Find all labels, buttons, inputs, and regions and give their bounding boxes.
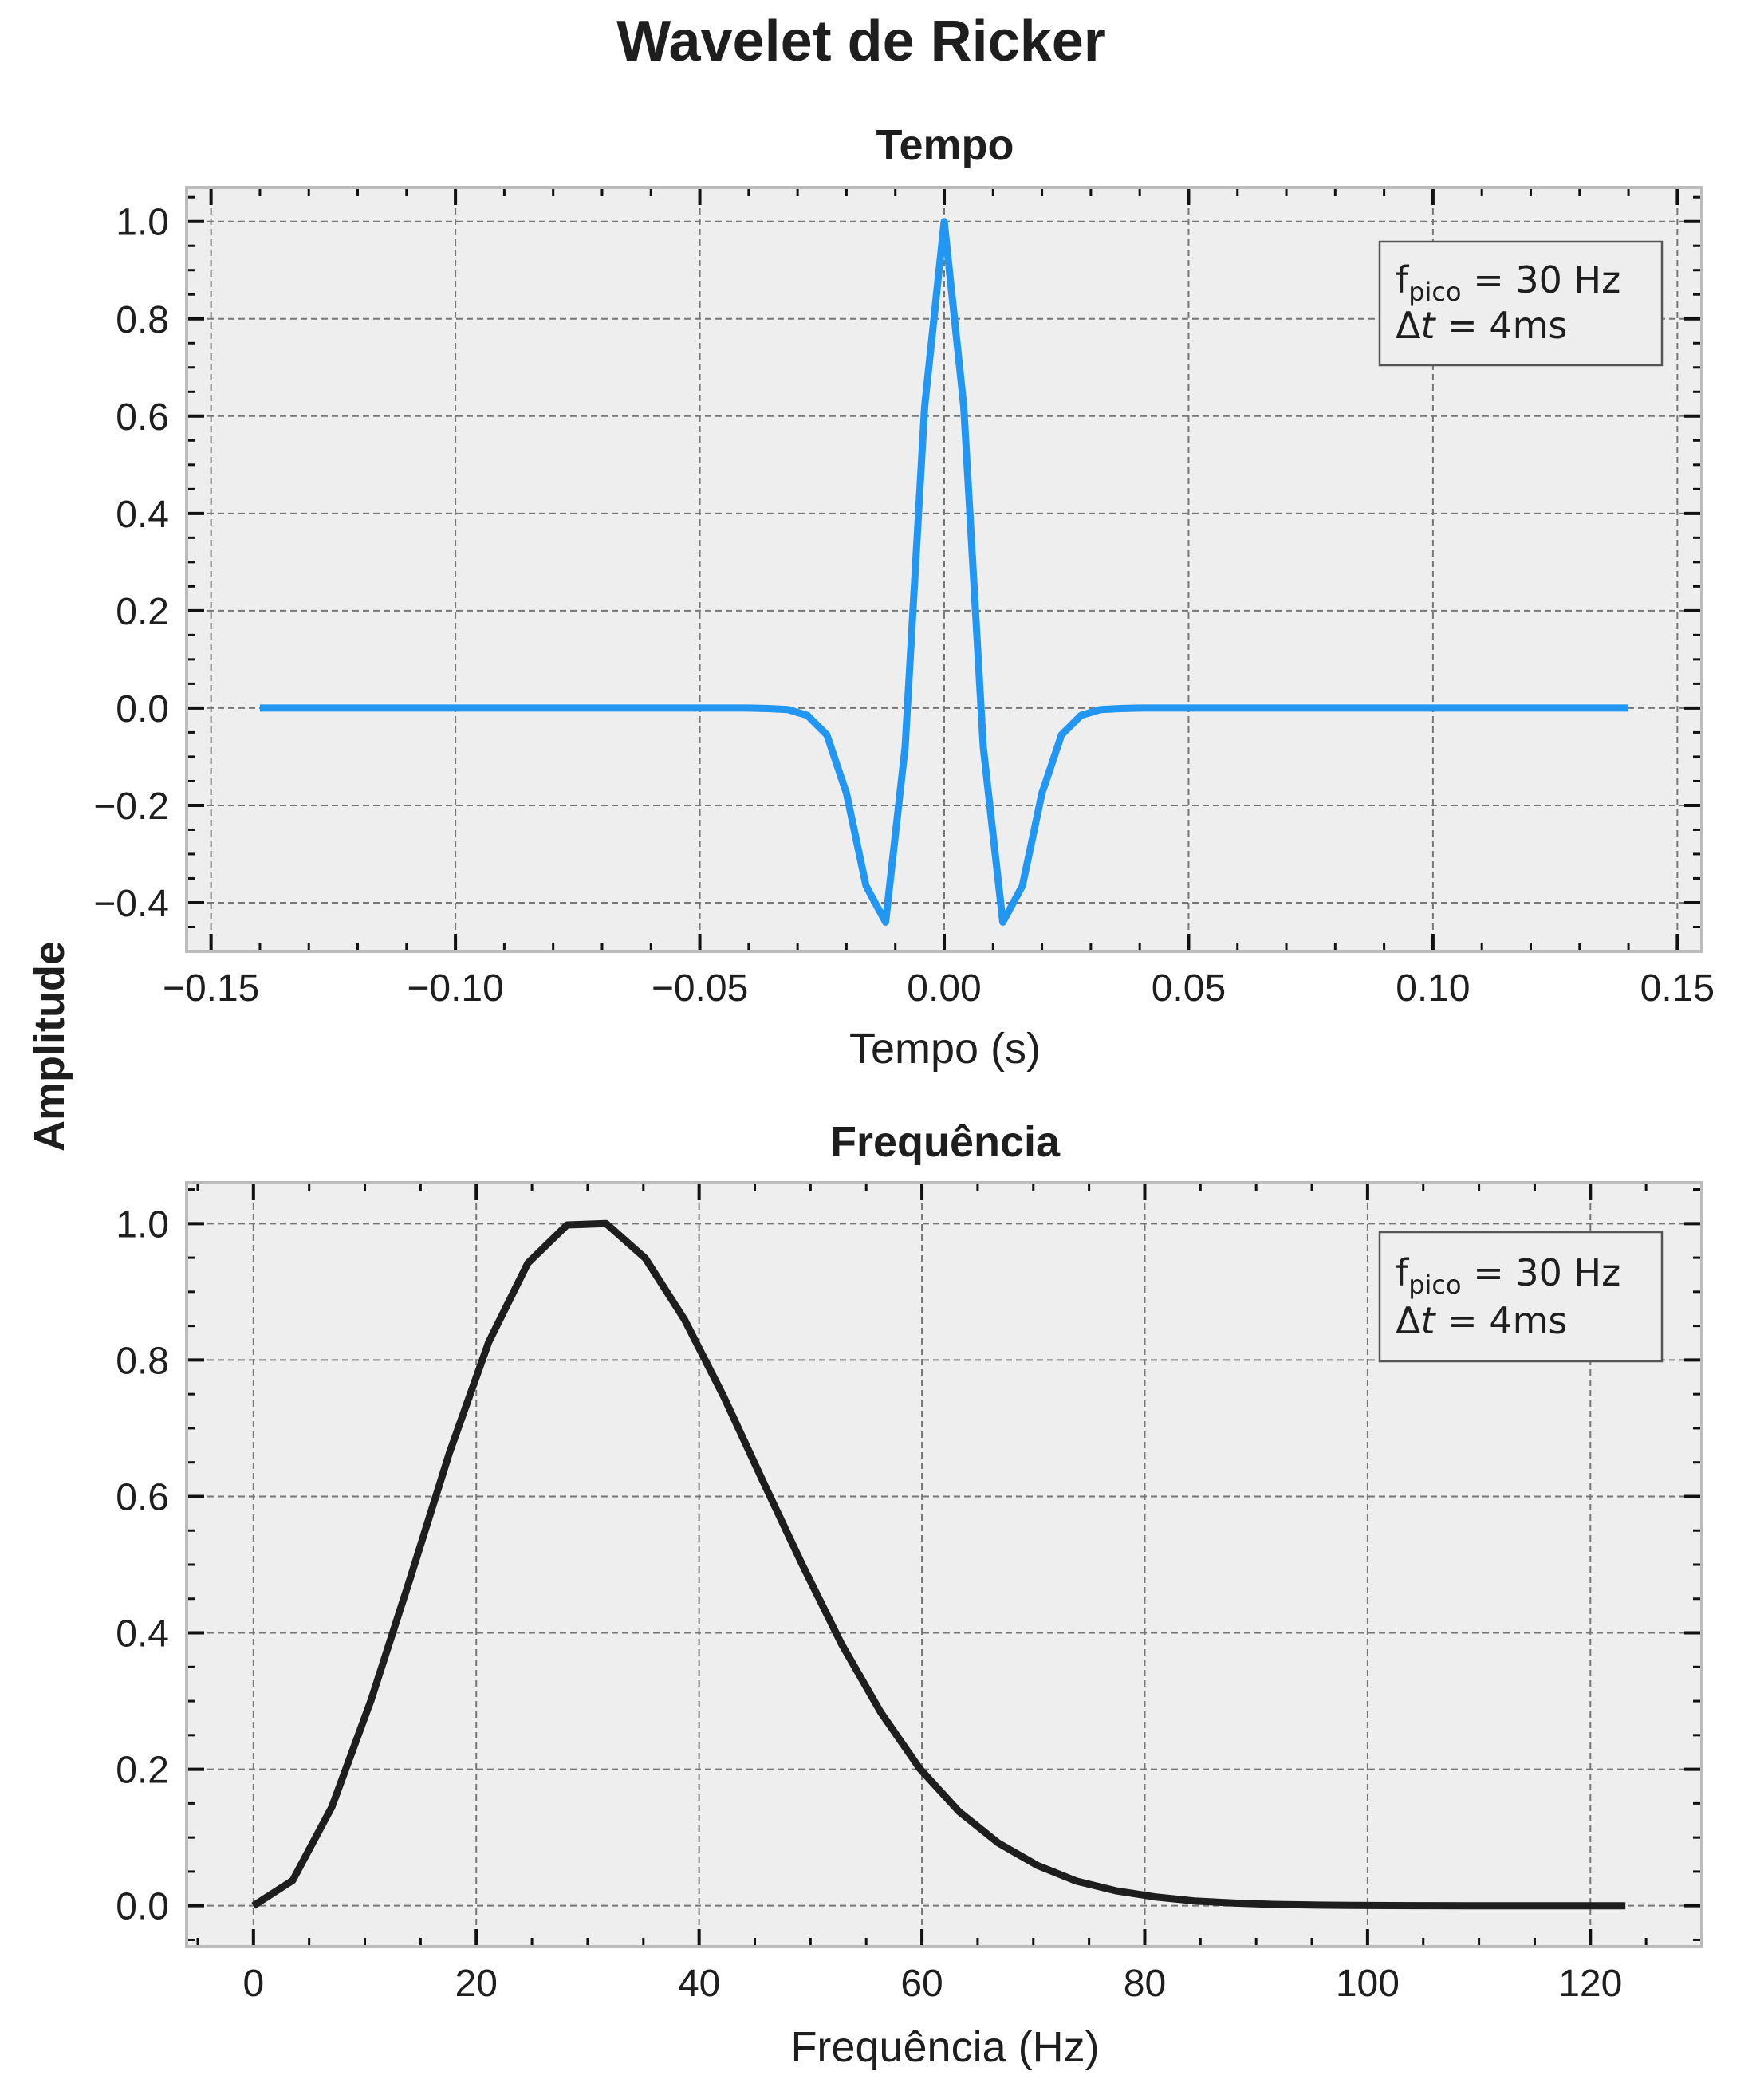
time-domain-panel: Tempo −0.15 −0.10 −0.05 0.00 0.05 0.10 0.15−0.… xyxy=(93,121,1715,1073)
time-x-axis-label: Tempo (s) xyxy=(849,1025,1041,1073)
time-y-tick-label-5: 0.6 xyxy=(116,396,169,439)
frequency-plot-frame xyxy=(185,1181,1703,1948)
frequency-y-tick-label-3: 0.6 xyxy=(116,1476,169,1518)
shared-y-axis-label: Amplitude xyxy=(26,941,73,1152)
time-y-tick-label-6: 0.8 xyxy=(116,299,169,341)
time-tick-labels: −0.15 −0.10 −0.05 0.00 0.05 0.10 0.15 −0.4 −0.2 0… xyxy=(93,202,1715,1010)
frequency-legend: fpico = 30 Hz Δt = 4ms xyxy=(1378,1231,1664,1363)
frequency-legend-t: t xyxy=(1420,1299,1436,1342)
time-legend-box xyxy=(1378,240,1664,367)
frequency-legend-line-2: Δt = 4ms xyxy=(1396,1299,1567,1342)
frequency-x-tick-label-5: 100 xyxy=(1336,1963,1400,2005)
frequency-legend-subscript: pico xyxy=(1408,1270,1461,1300)
time-legend-line-2: Δt = 4ms xyxy=(1396,304,1567,347)
frequency-x-tick-label-2: 40 xyxy=(678,1963,720,2005)
frequency-x-axis-label: Frequência (Hz) xyxy=(790,2023,1099,2071)
frequency-y-tick-label-5: 1.0 xyxy=(116,1203,169,1246)
time-y-tick-label-2: 0.0 xyxy=(116,688,169,730)
time-legend-dt-value: = 4ms xyxy=(1435,304,1568,347)
frequency-y-tick-label-1: 0.2 xyxy=(116,1750,169,1792)
frequency-legend-f: f xyxy=(1396,1251,1410,1294)
time-x-tick-label-1: −0.10 xyxy=(407,967,503,1010)
frequency-legend-freq-value: = 30 Hz xyxy=(1462,1251,1621,1294)
time-y-tick-label-3: 0.2 xyxy=(116,591,169,633)
time-legend: fpico = 30 Hz Δt = 4ms xyxy=(1378,240,1664,367)
time-x-tick-label-3: 0.00 xyxy=(907,967,981,1010)
frequency-y-tick-label-0: 0.0 xyxy=(116,1886,169,1928)
time-y-tick-label-0: −0.4 xyxy=(93,883,169,925)
time-x-tick-label-6: 0.15 xyxy=(1640,967,1715,1010)
frequency-x-tick-label-6: 120 xyxy=(1558,1963,1622,2005)
time-x-tick-label-4: 0.05 xyxy=(1152,967,1226,1010)
frequency-legend-box xyxy=(1378,1231,1664,1363)
time-legend-line-1: fpico = 30 Hz xyxy=(1396,258,1620,307)
frequency-legend-delta: Δ xyxy=(1396,1299,1421,1342)
time-legend-delta: Δ xyxy=(1396,304,1421,347)
time-wavelet-line xyxy=(259,218,1629,926)
frequency-x-tick-label-4: 80 xyxy=(1124,1963,1166,2005)
time-x-tick-label-2: −0.05 xyxy=(652,967,748,1010)
frequency-tick-labels: 0 20 40 60 80 100 120 0.0 0.2 0.4 0.6 0.8 1.0 xyxy=(116,1203,1622,2005)
time-legend-t: t xyxy=(1420,304,1436,347)
time-x-tick-label-5: 0.10 xyxy=(1396,967,1470,1010)
frequency-ticks xyxy=(187,1183,1703,1947)
time-y-tick-label-1: −0.2 xyxy=(93,786,169,828)
time-panel-title: Tempo xyxy=(876,121,1014,169)
time-x-tick-label-0: −0.15 xyxy=(163,967,259,1010)
time-y-tick-label-4: 0.4 xyxy=(116,494,169,536)
frequency-y-tick-label-4: 0.8 xyxy=(116,1340,169,1382)
time-legend-freq-value: = 30 Hz xyxy=(1462,258,1621,301)
time-legend-f: f xyxy=(1396,258,1410,301)
frequency-legend-dt-value: = 4ms xyxy=(1435,1299,1568,1342)
figure-title: Wavelet de Ricker xyxy=(616,10,1106,73)
frequency-legend-line-1: fpico = 30 Hz xyxy=(1396,1251,1620,1300)
frequency-panel-title: Frequência xyxy=(830,1118,1061,1166)
frequency-spectrum-line xyxy=(251,1219,1626,1910)
frequency-x-tick-label-0: 0 xyxy=(242,1963,264,2005)
frequency-x-tick-label-3: 60 xyxy=(900,1963,943,2005)
frequency-x-tick-label-1: 20 xyxy=(455,1963,498,2005)
time-y-tick-label-7: 1.0 xyxy=(116,202,169,244)
time-legend-subscript: pico xyxy=(1408,277,1461,307)
time-plot-frame xyxy=(185,186,1703,953)
frequency-y-tick-label-2: 0.4 xyxy=(116,1613,169,1656)
frequency-domain-panel: Frequência 0 20 40 60 80 100 120 0.0 0.2 0.4 0.6 0.… xyxy=(116,1118,1703,2071)
